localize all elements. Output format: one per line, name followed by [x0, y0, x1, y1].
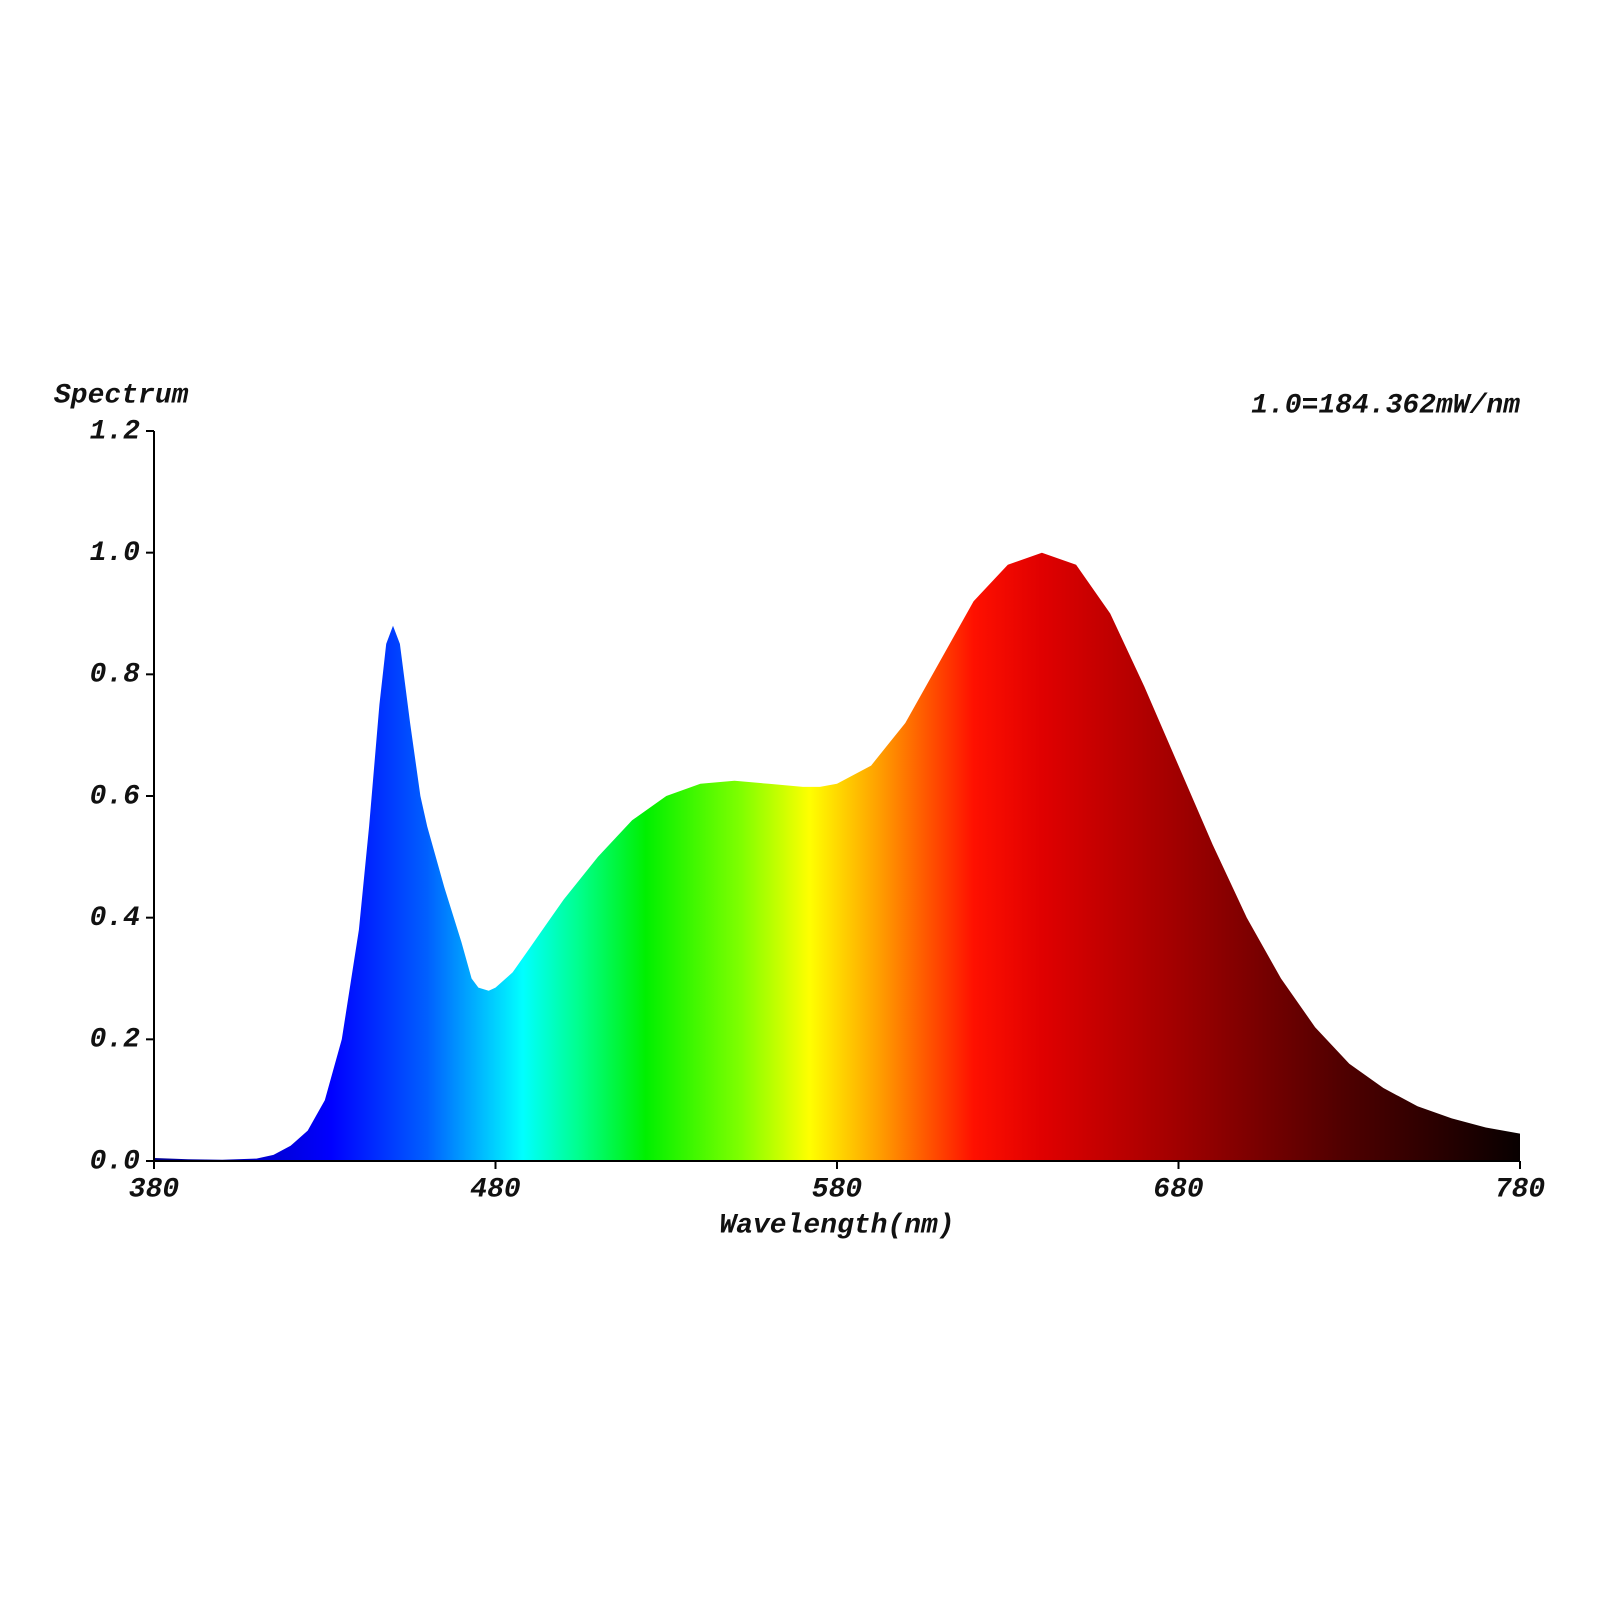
y-tick-label: 0.2	[90, 1025, 141, 1056]
spectrum-area	[154, 552, 1520, 1161]
y-tick-label: 1.0	[90, 538, 140, 569]
x-tick-label: 680	[1153, 1174, 1203, 1205]
x-tick-label: 580	[812, 1174, 862, 1205]
y-axis-label: Spectrum	[54, 380, 189, 411]
y-tick-label: 0.6	[90, 781, 141, 812]
y-tick-label: 0.4	[90, 903, 140, 934]
x-tick-label: 780	[1495, 1174, 1545, 1205]
x-tick-label: 480	[470, 1174, 520, 1205]
y-tick-label: 1.2	[90, 416, 141, 447]
annotation: 1.0=184.362mW/nm	[1251, 390, 1520, 421]
x-tick-label: 380	[129, 1174, 179, 1205]
x-axis-label: Wavelength(nm)	[719, 1210, 954, 1241]
y-tick-label: 0.0	[90, 1146, 140, 1177]
y-tick-label: 0.8	[90, 660, 141, 691]
